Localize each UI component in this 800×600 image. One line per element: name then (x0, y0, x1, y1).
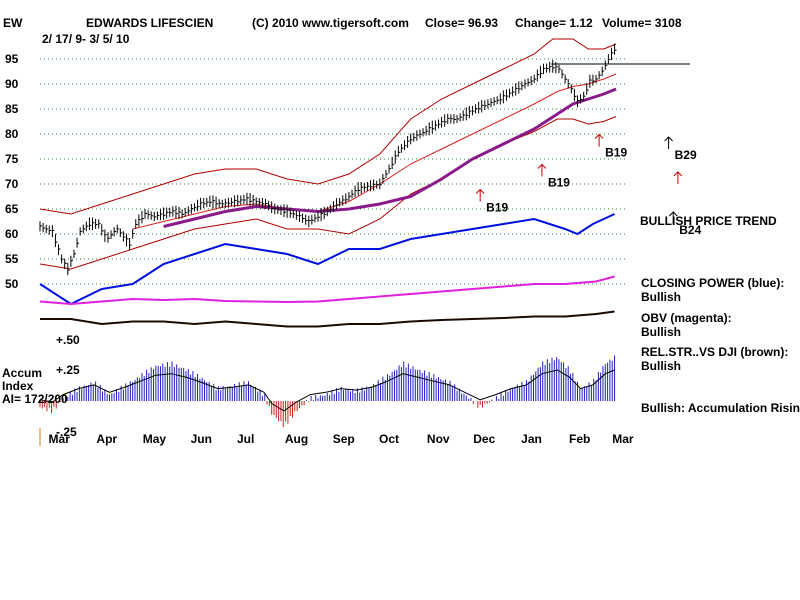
closing-power-status: Bullish (641, 290, 681, 304)
price-change: Change= 1.12 (515, 16, 593, 30)
ai-value: AI= 172/200 (2, 392, 68, 406)
y-tick-label: 90 (5, 77, 19, 91)
accum-title: Accum (2, 366, 42, 380)
signal-arrow (664, 136, 673, 149)
x-tick-label: Mar (612, 432, 634, 446)
signal-arrow (537, 163, 547, 177)
y-tick-label: 75 (5, 152, 19, 166)
y-tick-label: 65 (5, 202, 19, 216)
volume: Volume= 3108 (602, 16, 682, 30)
price-bars (39, 43, 617, 275)
x-tick-label: Apr (96, 432, 117, 446)
signal-arrow (673, 171, 683, 184)
y-tick-label: 95 (5, 52, 19, 66)
y-tick-label: 70 (5, 177, 19, 191)
accum-summary: Bullish: Accumulation Rising (641, 401, 800, 415)
relstr-title: REL.STR..VS DJI (brown): (641, 345, 788, 359)
x-tick-label: May (143, 432, 167, 446)
closing-power-title: CLOSING POWER (blue): (641, 276, 784, 290)
lower-band (39, 116, 617, 270)
signal-arrow (594, 133, 604, 147)
y-tick-label: 80 (5, 127, 19, 141)
signal-label: B24 (679, 223, 701, 237)
upper-band (39, 38, 617, 215)
obv-title: OBV (magenta): (641, 311, 732, 325)
x-tick-label: Aug (285, 432, 308, 446)
signal-label: B19 (548, 176, 570, 190)
company-name: EDWARDS LIFESCIEN (86, 16, 213, 30)
date-range: 2/ 17/ 9- 3/ 5/ 10 (42, 32, 130, 46)
close-price: Close= 96.93 (425, 16, 498, 30)
accum-index-histogram (39, 355, 616, 428)
accum-tick-m25: -.25 (56, 425, 77, 439)
x-tick-label: Jul (237, 432, 254, 446)
x-tick-label: Dec (473, 432, 495, 446)
signal-arrow (668, 211, 678, 224)
closing-power-line (39, 213, 616, 306)
accum-tick-p25: +.25 (56, 363, 80, 377)
x-tick-label: Nov (427, 432, 450, 446)
x-tick-label: Jan (521, 432, 542, 446)
index-title: Index (2, 379, 34, 393)
bullish-price-trend-label: BULLISH PRICE TREND (640, 214, 777, 228)
x-tick-label: Feb (569, 432, 590, 446)
signal-label: B29 (675, 148, 697, 162)
signal-label: B19 (486, 201, 508, 215)
purple-moving-average (163, 87, 617, 228)
copyright-text: (C) 2010 www.tigersoft.com (252, 16, 409, 30)
signal-label: B19 (605, 146, 627, 160)
x-tick-label: Jun (191, 432, 212, 446)
x-tick-label: Oct (379, 432, 399, 446)
y-tick-label: 55 (5, 252, 19, 266)
obv-line (39, 275, 615, 306)
obv-status: Bullish (641, 325, 681, 339)
signal-arrow (475, 188, 485, 202)
x-tick-label: Sep (333, 432, 355, 446)
y-tick-label: 60 (5, 227, 19, 241)
accum-moving-average (39, 369, 615, 412)
y-tick-label: 85 (5, 102, 19, 116)
rel-str-line (40, 310, 615, 328)
y-tick-label: 50 (5, 277, 19, 291)
x-tick-label: Mar (49, 432, 71, 446)
axis-ticks: 95 90 85 80 75 70 65 60 55 50 Mar Apr May Jun Jul Aug Se… (5, 52, 634, 446)
bollinger-bands (39, 38, 617, 270)
relstr-status: Bullish (641, 359, 681, 373)
ticker-symbol: EW (3, 16, 23, 30)
buy-signals: B19 B19 B19 B29 B24 (475, 133, 702, 237)
indicator-lines (39, 213, 616, 328)
accum-tick-p50: +.50 (56, 333, 80, 347)
